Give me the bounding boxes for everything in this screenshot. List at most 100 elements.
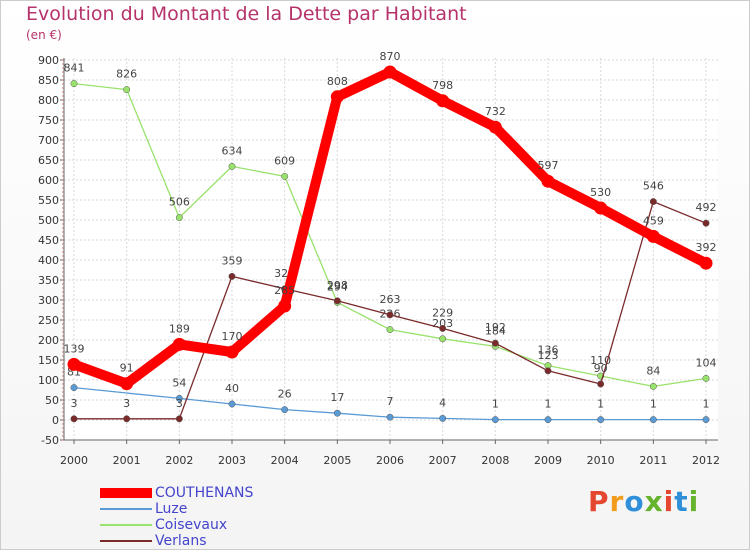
y-tick-label: 700 [38,134,59,147]
data-point-luze [281,406,289,414]
data-label-verlans: 3 [123,397,130,410]
data-point-coisevaux [702,374,710,382]
chart-subtitle: (en €) [26,28,62,42]
x-tick-label: 2008 [481,454,509,467]
data-point-coisevaux [175,214,183,222]
legend-swatch-coisevaux [100,524,152,526]
data-label-verlans: 359 [222,254,243,267]
legend-label-luze: Luze [155,501,188,517]
data-label-coisevaux: 634 [222,144,243,157]
y-tick-label: 550 [38,194,59,207]
legend-swatch-luze [100,508,152,510]
y-tick-label: 300 [38,294,59,307]
data-label-couthenans: 139 [64,342,85,355]
data-label-verlans: 3 [71,397,78,410]
data-label-luze: 54 [172,376,186,389]
data-point-couthenans [330,90,344,104]
data-point-verlans [333,297,341,305]
data-label-luze: 4 [439,396,446,409]
data-label-luze: 1 [597,398,604,411]
data-label-coisevaux: 104 [696,356,717,369]
data-label-verlans: 192 [485,321,506,334]
data-point-verlans [702,219,710,227]
y-tick-label: 50 [45,394,59,407]
data-label-couthenans: 597 [538,159,559,172]
data-point-verlans [544,367,552,375]
data-point-coisevaux [281,172,289,180]
y-tick-label: 100 [38,374,59,387]
x-tick-label: 2000 [60,454,88,467]
data-point-luze [70,384,78,392]
data-label-verlans: 3 [176,397,183,410]
legend-label-couthenans: COUTHENANS [155,485,254,501]
data-label-luze: 1 [703,398,710,411]
data-point-luze [491,416,499,424]
legend-label-coisevaux: Coisevaux [155,517,228,533]
y-tick-label: 450 [38,234,59,247]
chart-title: Evolution du Montant de la Dette par Hab… [26,3,467,25]
data-label-verlans: 123 [538,349,559,362]
logo-letter: i [663,485,675,518]
data-label-luze: 7 [387,395,394,408]
data-label-couthenans: 189 [169,322,190,335]
data-point-couthenans [594,201,608,215]
data-label-luze: 1 [492,398,499,411]
data-point-couthenans [436,94,450,108]
data-point-luze [228,400,236,408]
x-tick-label: 2010 [587,454,615,467]
data-label-coisevaux: 136 [538,344,559,357]
logo-letter: r [609,485,625,518]
data-label-luze: 26 [278,388,292,401]
plot-area [64,58,718,440]
y-tick-label: 750 [38,114,59,127]
legend-swatch-couthenans [100,488,152,498]
x-tick-label: 2005 [323,454,351,467]
data-point-couthenans [278,299,292,313]
logo-letter: P [588,485,610,518]
data-point-couthenans [488,120,502,134]
data-label-coisevaux: 841 [64,62,85,75]
data-label-coisevaux: 294 [327,280,348,293]
x-tick-label: 2007 [429,454,457,467]
y-tick-label: 350 [38,274,59,287]
data-point-luze [544,416,552,424]
data-label-couthenans: 798 [432,79,453,92]
legend-label-verlans: Verlans [155,533,207,549]
data-point-verlans [649,198,657,206]
data-point-luze [333,409,341,417]
y-tick-label: 500 [38,214,59,227]
data-label-luze: 1 [545,398,552,411]
data-label-couthenans: 91 [120,362,134,375]
data-point-verlans [228,272,236,280]
y-tick-label: 800 [38,94,59,107]
x-tick-label: 2003 [218,454,246,467]
y-tick-label: 250 [38,314,59,327]
data-label-couthenans: 285 [274,284,295,297]
data-point-couthenans [67,357,81,371]
data-label-verlans: 492 [696,201,717,214]
data-point-luze [597,416,605,424]
data-point-coisevaux [123,86,131,94]
data-point-verlans [491,339,499,347]
y-tick-label: 200 [38,334,59,347]
data-point-coisevaux [228,162,236,170]
data-label-verlans: 90 [594,362,608,375]
data-label-verlans: 229 [432,306,453,319]
x-tick-label: 2002 [165,454,193,467]
data-label-coisevaux: 506 [169,196,190,209]
y-tick-label: 150 [38,354,59,367]
data-point-coisevaux [70,80,78,88]
data-label-luze: 40 [225,382,239,395]
data-point-couthenans [225,345,239,359]
data-point-verlans [70,415,78,423]
x-tick-label: 2012 [692,454,720,467]
data-point-couthenans [541,174,555,188]
x-tick-label: 2006 [376,454,404,467]
data-point-couthenans [646,229,660,243]
y-tick-label: 850 [38,74,59,87]
data-label-couthenans: 870 [380,50,401,63]
y-tick-label: 600 [38,174,59,187]
y-tick-label: 650 [38,154,59,167]
data-point-coisevaux [649,382,657,390]
data-label-couthenans: 808 [327,75,348,88]
